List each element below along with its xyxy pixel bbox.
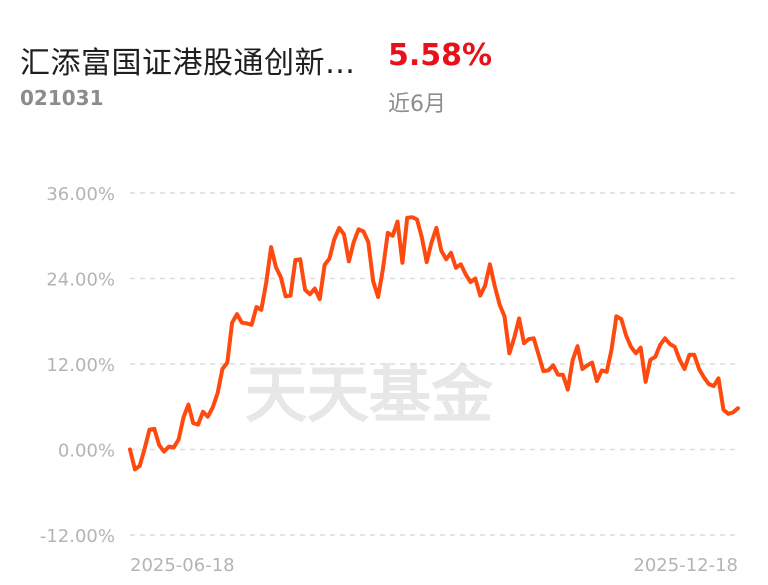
fund-name: 汇添富国证港股通创新… [20,46,356,81]
y-tick-label: 24.00% [46,270,115,291]
y-tick-label: -12.00% [40,526,115,547]
y-tick-label: 36.00% [46,184,115,205]
x-tick-label: 2025-06-18 [130,555,235,576]
period-label: 近6月 [388,92,446,117]
return-value: 5.58% [388,38,493,73]
fund-code: 021031 [20,86,104,110]
y-tick-label: 12.00% [46,355,115,376]
series-line [128,215,740,472]
x-tick-label: 2025-12-18 [633,555,738,576]
y-tick-label: 0.00% [58,441,115,462]
watermark: 天天基金 [245,358,494,431]
